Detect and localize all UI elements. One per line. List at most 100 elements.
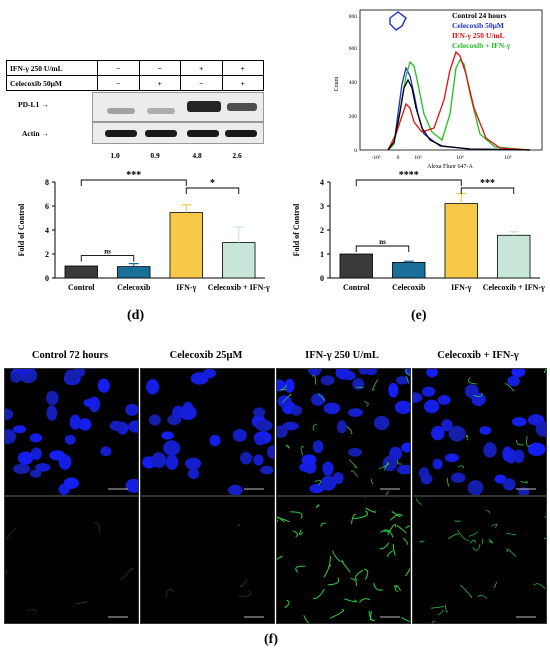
caption-combo: Celecoxib + IFN-γ [437,350,519,361]
blot-band [187,101,221,112]
cell: − [180,75,223,91]
significance-bracket [80,179,187,186]
bar [392,262,426,279]
tick-label: 0 [397,155,400,161]
y-axis: 0 200 400 600 800 [349,14,358,154]
y-tick-label: 4 [320,178,324,187]
quant-value: 0.9 [150,151,160,160]
x-axis: -10³ 0 10³ 10⁴ 10⁵ [372,155,512,161]
y-axis-label: Count [334,76,340,91]
tick-label: 200 [349,114,358,120]
category-label: Celecoxib + IFN-γ [483,283,545,292]
significance-label: * [210,178,215,189]
blot-band [107,108,135,114]
legend-item: Control 24 hours [452,11,507,20]
bar [169,212,203,279]
actin-blot-image [92,122,264,144]
significance-label: *** [126,170,141,181]
blot-band [225,130,257,137]
y-tick-label: 2 [45,250,49,259]
significance-label: ns [379,238,386,246]
flow-histogram: 0 200 400 600 800 -10³ 0 10³ 10⁴ 10⁵ Cou… [334,9,543,170]
dapi-micrograph [412,368,547,496]
y-tick-label: 4 [45,226,49,235]
y-tick-label: 8 [45,178,49,187]
dapi-micrograph [4,368,139,496]
tick-label: -10³ [372,155,381,161]
significance-label: **** [399,170,419,181]
quant-value: 2.6 [232,151,242,160]
category-label: Celecoxib + IFN-γ [208,283,270,292]
blot-band [147,108,175,114]
caption-control: Control 72 hours [31,350,109,361]
pdl1-micrograph [140,496,275,624]
cell: + [180,60,223,76]
bar [222,242,256,279]
bar [64,265,98,279]
dapi-micrograph [276,368,411,496]
cell: − [97,60,140,76]
significance-bracket [355,245,410,252]
series-ifn-curve [387,50,531,151]
panel-label-d: (d) [127,308,145,323]
caption-ifn: IFN-γ 250 U/mL [305,350,379,361]
pdl1-blot-image [92,92,264,122]
category-label: Celecoxib [392,283,426,292]
significance-bracket [185,187,240,194]
quant-value: 1.0 [110,151,120,160]
y-tick-label: 3 [320,202,324,211]
band-label-pdl1: PD-L1 → [18,100,49,109]
row-label-celecoxib: Celecoxib 50μM [6,75,98,91]
bar [339,253,373,279]
cell: + [221,75,264,91]
plot-frame [359,9,543,151]
blot-band [105,130,137,137]
caption-celecoxib: Celecoxib 25μM [169,350,243,361]
legend-item: Celecoxib 50μM [452,21,504,30]
legend-item: IFN-γ 250 U/mL [452,31,505,40]
significance-label: ns [104,248,111,256]
category-label: Control [68,283,95,292]
category-label: IFN-γ [451,283,471,292]
significance-bracket [355,179,462,186]
category-label: IFN-γ [176,283,196,292]
significance-bracket [80,255,135,262]
blot-band [145,130,177,137]
tick-label: 10³ [414,155,422,161]
significance-bracket [460,187,515,194]
category-label: Celecoxib [117,283,151,292]
tick-label: 600 [349,46,358,52]
series-celecoxib-peak [389,11,407,31]
panel-label-f: (f) [264,632,278,647]
tick-label: 800 [349,14,358,20]
tick-label: 400 [349,80,358,86]
legend-item: Celecoxib + IFN-γ [452,41,511,50]
cell: − [138,60,181,76]
panel-label-e: (e) [411,308,427,323]
bar [117,266,151,279]
dapi-micrograph [140,368,275,496]
bar [497,234,531,279]
y-tick-label: 0 [320,274,324,283]
pdl1-micrograph [4,496,139,624]
quant-value: 4.8 [192,151,202,160]
blot-band [227,103,257,111]
bar-chart-e: 0 1 2 3 4 Fold of Control Control Celecoxib IFN-… [292,170,545,292]
y-tick-label: 1 [320,250,324,259]
cell: + [138,75,181,91]
series-control-curve [387,78,531,151]
x-axis-label: Alexa Fluor 647-A [427,164,473,170]
y-tick-label: 6 [45,202,49,211]
bar [444,203,478,279]
band-label-actin: Actin → [22,129,49,138]
significance-label: *** [480,178,495,189]
western-blot-treatment-table: IFN-γ 250 U/mL − − + + Celecoxib 50μM − … [6,60,264,91]
y-tick-label: 0 [45,274,49,283]
tick-label: 10⁵ [504,155,512,161]
cell: + [221,60,264,76]
y-axis-label: Fold of Control [17,203,26,257]
blot-band [187,130,219,137]
tick-label: 10⁴ [456,155,464,161]
row-label-ifn: IFN-γ 250 U/mL [6,60,98,76]
pdl1-micrograph [276,496,411,624]
